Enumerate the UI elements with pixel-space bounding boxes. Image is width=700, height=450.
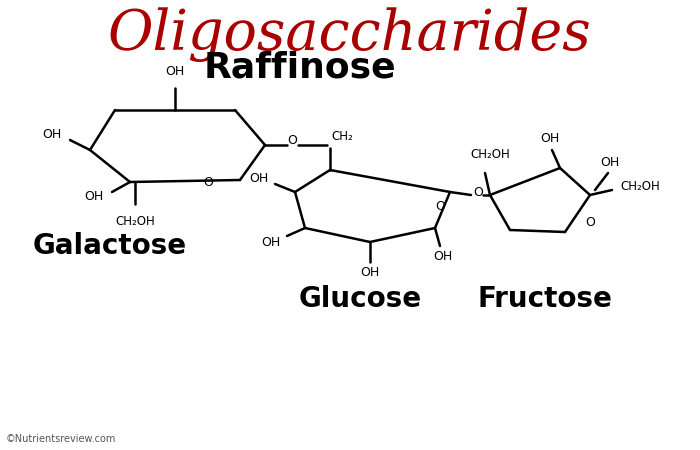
Text: OH: OH [360,266,379,279]
Text: OH: OH [433,249,453,262]
Text: Galactose: Galactose [33,232,187,260]
Text: CH₂OH: CH₂OH [620,180,660,194]
Text: OH: OH [85,189,104,202]
Text: O: O [473,186,483,199]
Text: CH₂OH: CH₂OH [115,215,155,228]
Text: O: O [203,176,213,189]
Text: Glucose: Glucose [298,285,421,313]
Text: Fructose: Fructose [477,285,612,313]
Text: OH: OH [249,171,269,184]
Text: O: O [435,199,445,212]
Text: OH: OH [601,157,620,170]
Text: CH₂: CH₂ [331,130,353,144]
Text: OH: OH [43,127,62,140]
Text: OH: OH [540,131,559,144]
Text: O: O [585,216,595,229]
Text: OH: OH [165,65,185,78]
Text: Raffinose: Raffinose [204,50,396,84]
Text: O: O [287,135,297,148]
Text: OH: OH [261,235,281,248]
Text: ©Nutrientsreview.com: ©Nutrientsreview.com [6,434,116,444]
Text: CH₂OH: CH₂OH [470,148,510,161]
Text: Oligosaccharides: Oligosaccharides [108,7,592,62]
